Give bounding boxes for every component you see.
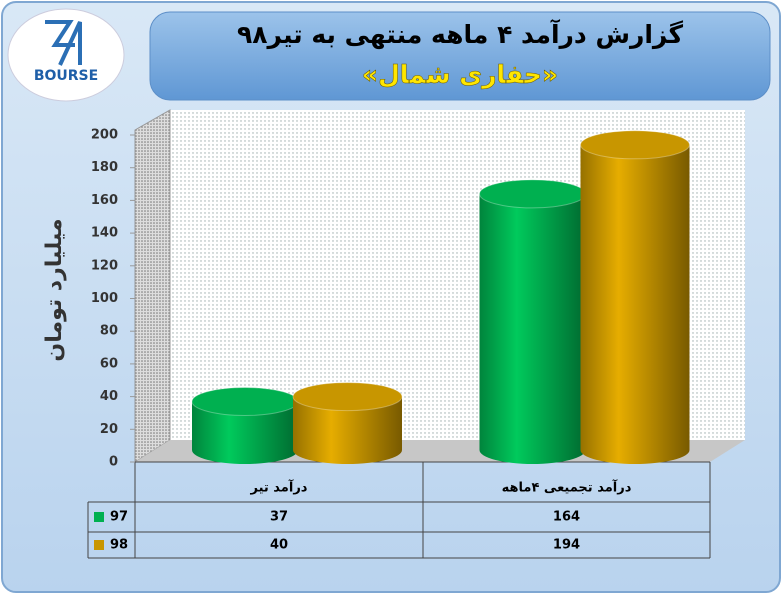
bar-top <box>580 130 690 160</box>
category-label: درآمد تجمیعی ۴ماهه <box>502 479 632 496</box>
chart-subtitle: «حفاری شمال» <box>362 60 558 89</box>
title-banner <box>149 11 771 101</box>
table-value: 37 <box>270 510 288 525</box>
table-value: 164 <box>553 510 580 525</box>
y-tick-label: 140 <box>91 226 118 241</box>
y-tick-label: 80 <box>100 324 118 339</box>
table-value: 40 <box>270 538 288 553</box>
bar <box>293 396 402 464</box>
y-tick-label: 200 <box>91 128 118 143</box>
table-value: 194 <box>553 538 580 553</box>
logo-mark <box>45 20 82 66</box>
side-wall <box>134 109 171 463</box>
bar-top <box>191 387 299 417</box>
y-tick-label: 40 <box>100 389 118 404</box>
y-tick-label: 160 <box>91 193 118 208</box>
logo-text: BOURSE <box>34 68 98 84</box>
y-axis-label: میلیارد تومان <box>42 218 67 361</box>
y-tick-label: 180 <box>91 160 118 175</box>
legend-swatch <box>94 512 104 522</box>
y-tick-label: 0 <box>109 455 118 470</box>
bar <box>580 144 690 465</box>
legend-label: 97 <box>110 510 128 525</box>
bar-top <box>292 382 403 412</box>
category-label: درآمد تیر <box>250 479 308 496</box>
legend-label: 98 <box>110 538 128 553</box>
bar <box>479 193 586 465</box>
bar <box>192 401 298 464</box>
chart-title: گزارش درآمد ۴ ماهه منتهی به تیر۹۸ <box>237 19 683 50</box>
legend-swatch <box>94 540 104 550</box>
y-tick-label: 100 <box>91 291 118 306</box>
y-tick-label: 20 <box>100 422 118 437</box>
y-tick-label: 120 <box>91 258 118 273</box>
y-tick-label: 60 <box>100 356 118 371</box>
bar-top <box>479 179 586 209</box>
